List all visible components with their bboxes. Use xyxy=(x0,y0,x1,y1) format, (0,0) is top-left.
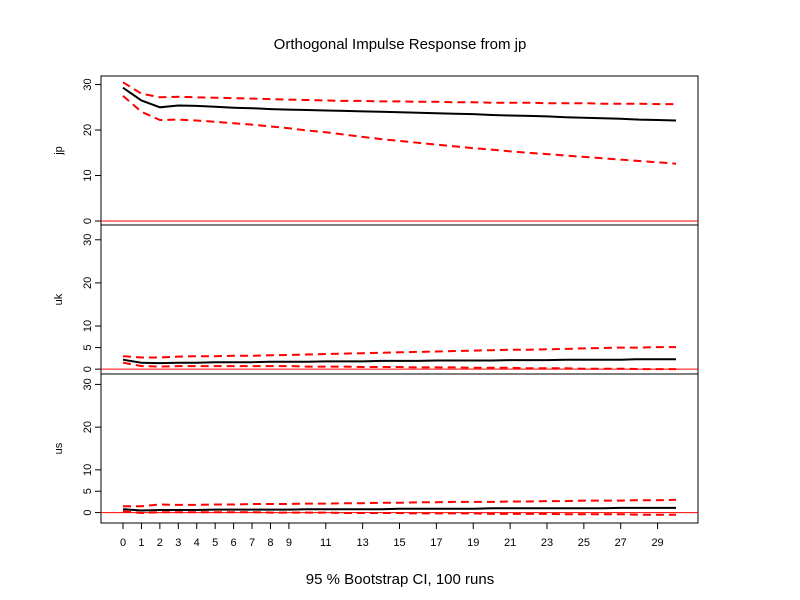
x-tick-label-25: 25 xyxy=(578,537,590,549)
panel-label-us: us xyxy=(53,442,65,454)
y-tick-label-us-5: 5 xyxy=(82,488,94,494)
x-tick-label-19: 19 xyxy=(467,537,479,549)
panel-jp: 0 10 20 30 jp xyxy=(53,75,699,226)
x-tick-label-7: 7 xyxy=(249,537,255,549)
chart-title: Orthogonal Impulse Response from jp xyxy=(274,36,527,53)
series-lower-us xyxy=(122,510,676,516)
panels-group: 0 10 20 30 jp 0 5 10 20 30 uk 0 5 10 20 30 us xyxy=(53,75,699,524)
y-tick-label-us-10: 10 xyxy=(82,464,94,476)
x-tick-label-29: 29 xyxy=(651,537,663,549)
x-tick-label-0: 0 xyxy=(120,537,126,549)
x-tick-label-23: 23 xyxy=(541,537,553,549)
x-tick-label-8: 8 xyxy=(267,537,273,549)
x-tick-label-11: 11 xyxy=(320,537,331,549)
y-tick-label-uk-0: 0 xyxy=(82,366,94,372)
y-tick-label-us-30: 30 xyxy=(82,378,94,390)
x-tick-label-21: 21 xyxy=(504,537,516,549)
chart-caption: 95 % Bootstrap CI, 100 runs xyxy=(306,571,494,588)
x-axis: 0 1 2 3 4 5 6 7 8 9 11 13 15 17 19 21 23 25 27 29 xyxy=(120,522,664,549)
series-upper-jp xyxy=(122,81,676,106)
series-irf-us xyxy=(122,506,676,512)
x-tick-label-6: 6 xyxy=(231,537,237,549)
series-lower-uk xyxy=(122,361,676,371)
series-irf-uk xyxy=(122,358,676,365)
x-tick-label-4: 4 xyxy=(194,537,200,549)
y-tick-label-jp-10: 10 xyxy=(82,169,94,181)
y-tick-label-us-0: 0 xyxy=(82,510,94,516)
x-tick-label-15: 15 xyxy=(393,537,405,549)
panel-label-uk: uk xyxy=(53,293,65,305)
y-axis-us: 0 5 10 20 30 xyxy=(82,378,101,516)
y-tick-label-uk-30: 30 xyxy=(82,234,94,246)
y-tick-label-uk-5: 5 xyxy=(82,345,94,351)
panel-us: 0 5 10 20 30 us xyxy=(53,373,699,524)
x-tick-label-27: 27 xyxy=(615,537,627,549)
y-tick-label-jp-0: 0 xyxy=(82,218,94,224)
x-tick-label-1: 1 xyxy=(138,537,144,549)
y-axis-jp: 0 10 20 30 xyxy=(82,78,101,224)
y-axis-uk: 0 5 10 20 30 xyxy=(82,234,101,372)
panel-uk: 0 5 10 20 30 uk xyxy=(53,224,699,375)
x-tick-label-17: 17 xyxy=(430,537,442,549)
panel-frame-jp xyxy=(100,75,699,226)
y-tick-label-uk-20: 20 xyxy=(82,277,94,289)
y-tick-label-jp-20: 20 xyxy=(82,124,94,136)
x-tick-label-9: 9 xyxy=(286,537,292,549)
y-tick-label-us-20: 20 xyxy=(82,421,94,433)
panel-label-jp: jp xyxy=(53,146,65,156)
x-tick-label-2: 2 xyxy=(157,537,163,549)
x-tick-label-13: 13 xyxy=(357,537,369,549)
series-irf-jp xyxy=(122,86,677,122)
x-tick-label-3: 3 xyxy=(175,537,181,549)
y-tick-label-jp-30: 30 xyxy=(82,78,94,90)
series-upper-uk xyxy=(122,346,676,359)
series-upper-us xyxy=(123,498,677,508)
y-tick-label-uk-10: 10 xyxy=(82,320,94,332)
x-tick-label-5: 5 xyxy=(212,537,218,549)
series-lower-jp xyxy=(122,95,677,165)
